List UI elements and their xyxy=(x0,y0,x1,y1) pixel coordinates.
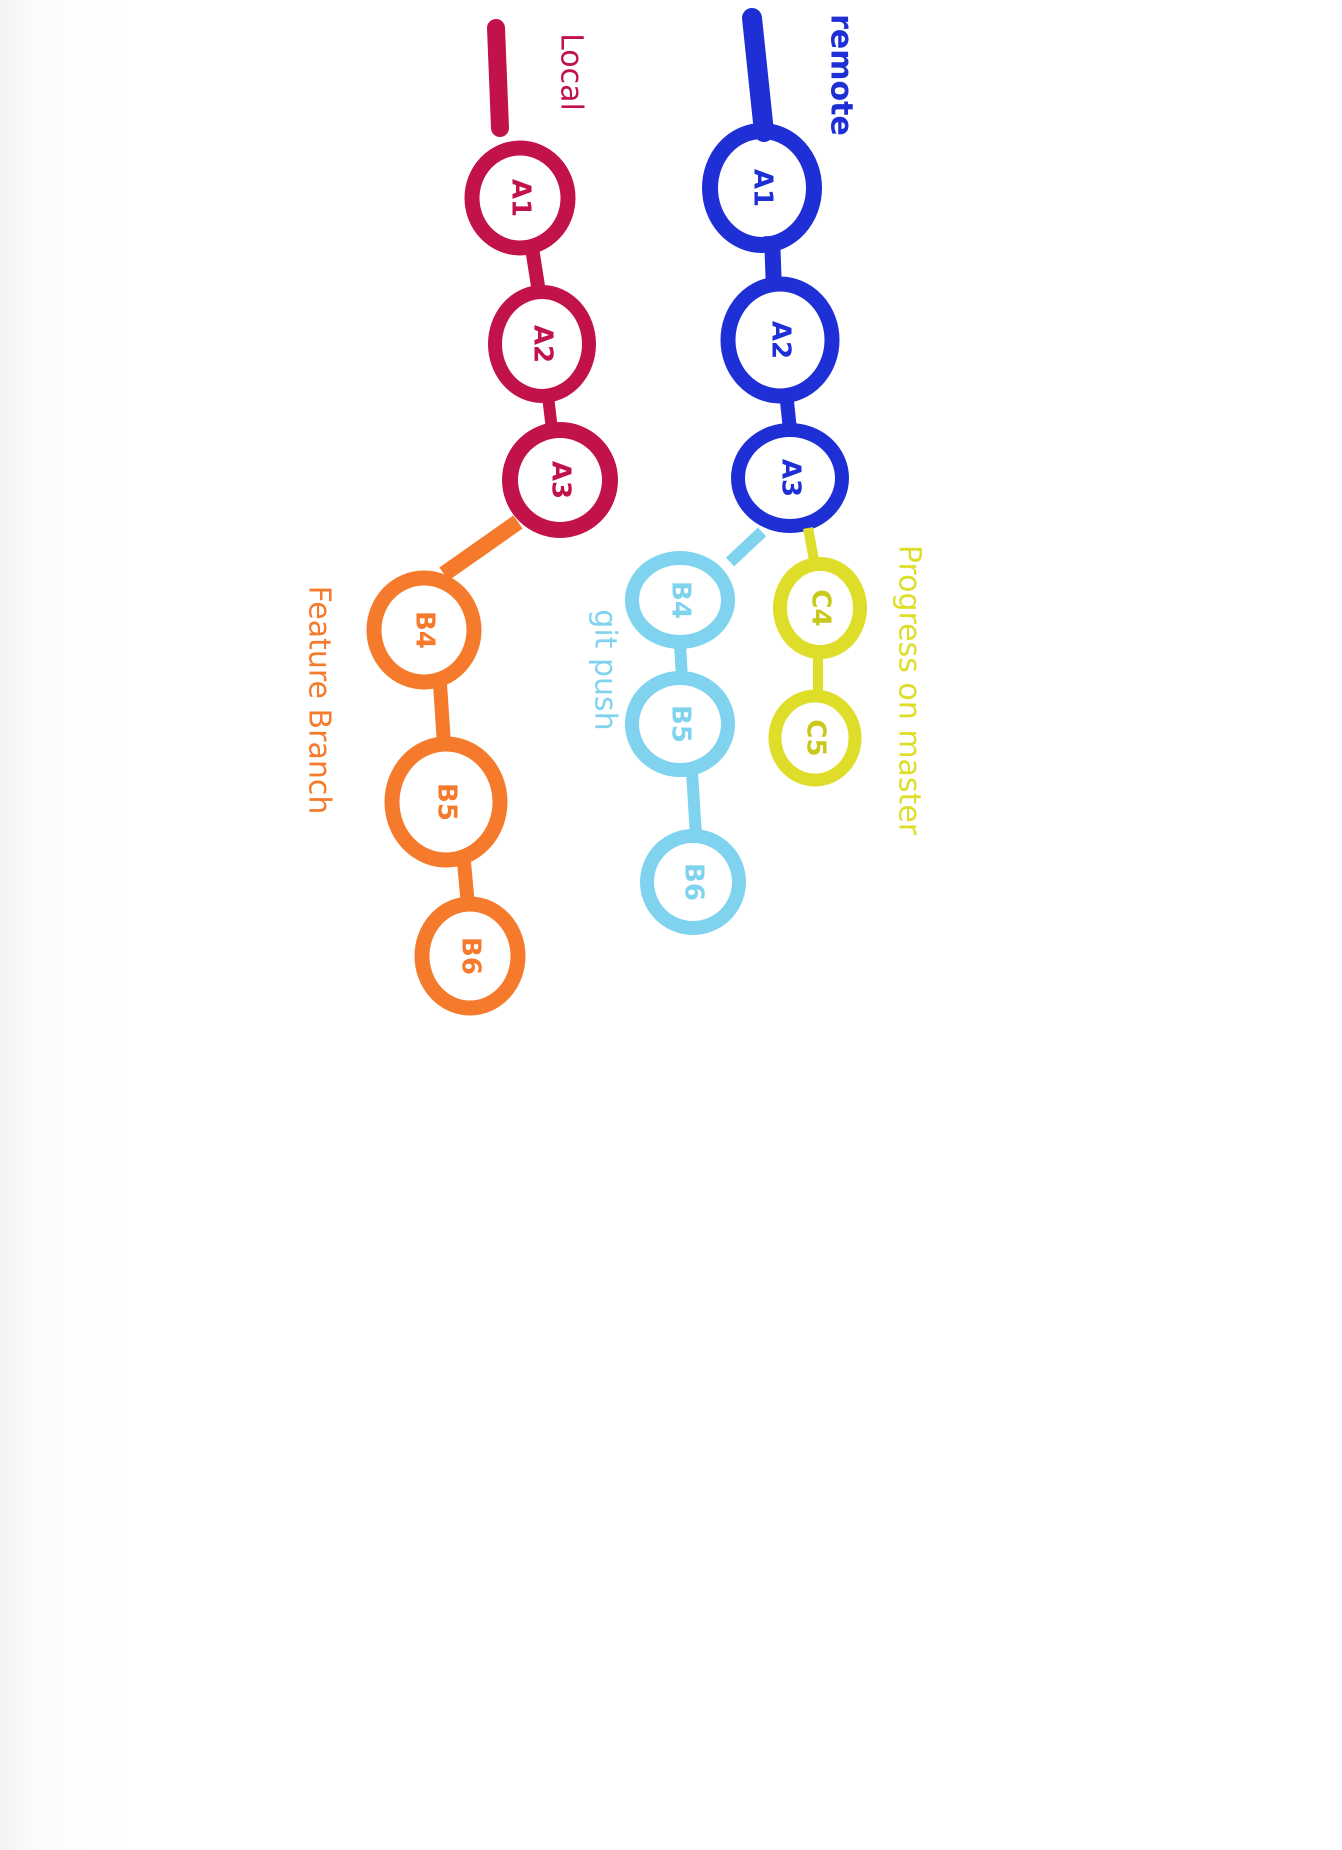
remote-commit-a2-label: A2 xyxy=(766,321,796,359)
master-progress-branch: C4 C5 Progress on master xyxy=(768,527,927,836)
push-commit-b4-label: B4 xyxy=(666,581,696,619)
local-start-stroke xyxy=(487,19,509,137)
feature-commit-b4-label: B4 xyxy=(410,611,440,649)
remote-commit-a3-label: A3 xyxy=(776,459,806,497)
feature-commit-b6-label: B6 xyxy=(456,937,486,975)
remote-commit-a3 xyxy=(731,423,849,533)
local-branch-label: Local xyxy=(554,33,589,111)
push-edge-b5-b6 xyxy=(686,771,702,837)
git-push-branch: B4 B5 B6 git push xyxy=(588,527,767,935)
feature-branch: B4 B5 B6 Feature Branch xyxy=(302,515,526,1016)
feature-edge-b4-b5 xyxy=(433,683,451,745)
remote-branch-label: remote xyxy=(824,14,859,136)
feature-commit-b5 xyxy=(384,736,508,868)
local-commit-a2-label: A2 xyxy=(528,325,558,363)
master-commit-c4-label: C4 xyxy=(806,589,836,626)
remote-branch: A1 A2 A3 remote xyxy=(702,8,859,533)
local-commit-a1 xyxy=(464,140,576,256)
push-commit-b5-label: B5 xyxy=(666,705,696,743)
remote-commit-a1-label: A1 xyxy=(748,169,778,207)
local-branch: A1 A2 A3 Local xyxy=(464,19,618,538)
git-push-label: git push xyxy=(588,609,623,730)
remote-commit-a2 xyxy=(720,276,840,404)
feature-edge-a3-b4 xyxy=(439,515,523,581)
local-commit-a3-label: A3 xyxy=(546,461,576,499)
push-edge-a3-b4 xyxy=(725,527,767,567)
remote-commit-a1 xyxy=(702,123,822,253)
feature-commit-b5-label: B5 xyxy=(432,783,462,821)
feature-commit-b6 xyxy=(414,896,526,1016)
feature-branch-label: Feature Branch xyxy=(302,586,337,815)
master-commit-c5 xyxy=(768,689,862,787)
push-commit-b4 xyxy=(625,551,735,649)
push-commit-b6-label: B6 xyxy=(679,863,709,901)
remote-start-stroke xyxy=(742,8,774,142)
master-commit-c4 xyxy=(773,557,867,659)
master-edge-a3-c4 xyxy=(803,527,819,561)
local-commit-a2 xyxy=(488,285,596,403)
master-commit-c5-label: C5 xyxy=(801,719,831,756)
local-commit-a1-label: A1 xyxy=(506,179,536,217)
master-progress-label: Progress on master xyxy=(892,545,927,836)
local-edge-a1-a2 xyxy=(525,246,545,288)
feature-commit-b4 xyxy=(366,570,482,690)
push-commit-b6 xyxy=(640,829,746,935)
push-commit-b5 xyxy=(625,671,735,777)
local-commit-a3 xyxy=(502,422,618,538)
